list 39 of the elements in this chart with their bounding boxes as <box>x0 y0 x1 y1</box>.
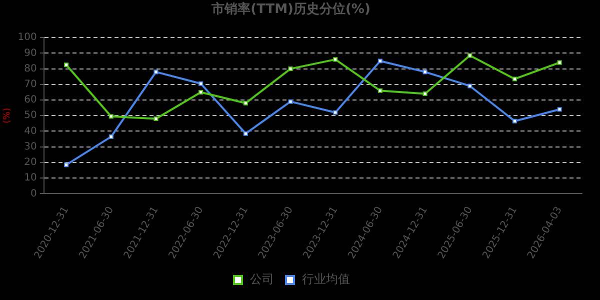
y-tick-label: 0 <box>30 188 37 200</box>
legend-label: 行业均值 <box>302 272 350 286</box>
point <box>378 58 382 64</box>
point <box>557 60 562 65</box>
point <box>154 116 158 122</box>
point <box>333 57 338 62</box>
y-tick-label: 10 <box>24 172 37 184</box>
point <box>333 110 338 115</box>
point <box>198 90 204 94</box>
y-tick-label: 40 <box>24 126 37 137</box>
point <box>64 62 69 68</box>
y-tick-label: 20 <box>24 157 37 168</box>
legend-label: 公司 <box>250 272 274 286</box>
y-tick-label: 70 <box>24 79 37 90</box>
point <box>288 66 293 72</box>
point <box>422 92 428 96</box>
point <box>422 70 428 74</box>
point <box>512 76 518 82</box>
chart-title: 市销率(TTM)历史分位(%) <box>210 1 370 18</box>
point <box>288 99 293 104</box>
y-tick-label: 50 <box>24 110 37 122</box>
point <box>378 88 382 93</box>
y-tick-label: 100 <box>18 32 37 44</box>
y-tick-label: 60 <box>24 94 37 106</box>
y-tick-label: 90 <box>24 48 37 59</box>
y-tick-label: 30 <box>24 141 37 152</box>
point <box>468 53 472 58</box>
point <box>108 114 114 119</box>
point <box>557 107 562 112</box>
point <box>512 118 518 124</box>
point <box>243 100 248 106</box>
point <box>468 84 472 88</box>
point <box>64 162 69 168</box>
point <box>243 131 248 136</box>
point <box>108 134 114 139</box>
y-axis-title: (%) <box>2 108 13 124</box>
point <box>154 70 158 74</box>
y-tick-label: 80 <box>24 63 37 74</box>
point <box>198 81 204 86</box>
